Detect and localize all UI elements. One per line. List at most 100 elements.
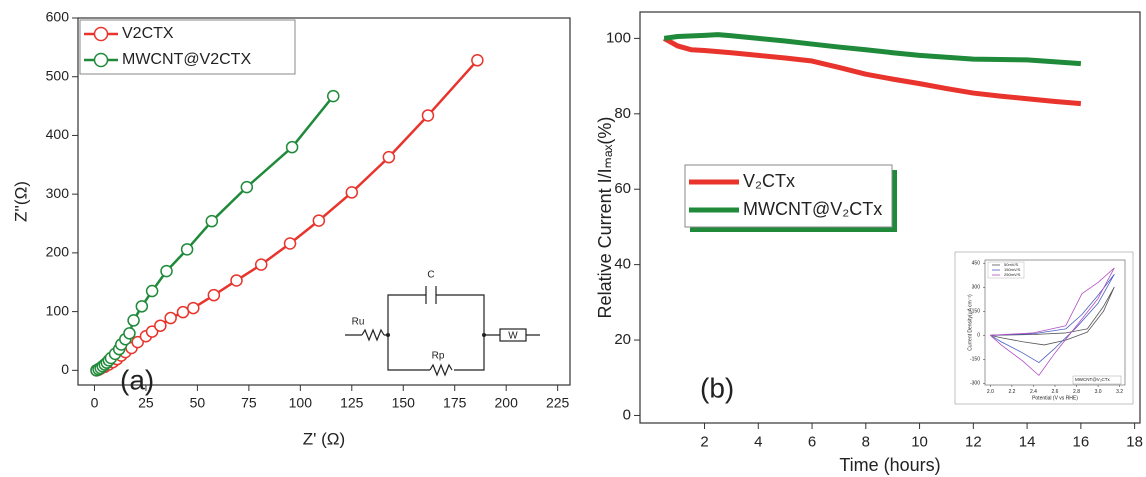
series-line [990, 286, 1115, 346]
x-tick-label: 150 [392, 394, 416, 410]
data-point [382, 150, 396, 164]
data-point [123, 327, 136, 340]
x-tick-label: 50 [190, 394, 206, 410]
legend-label: 150mV/S [1004, 267, 1021, 272]
data-point [327, 89, 340, 103]
x-tick-label: 4 [754, 433, 762, 450]
annotation: (a) [120, 364, 154, 395]
x-tick-label: 2 [700, 433, 708, 450]
legend-box [79, 19, 296, 75]
data-point [145, 284, 159, 298]
data-point [180, 243, 194, 256]
data-point [164, 311, 177, 325]
x-tick-label: 0 [91, 394, 99, 410]
data-point [254, 258, 268, 271]
data-point [240, 180, 254, 194]
x-tick-label: 75 [241, 394, 257, 410]
y-tick-label: 100 [606, 29, 631, 46]
data-point [160, 264, 173, 278]
chart: 0 25 50 75 100 125 150 175 200 225 0 100 200 300 400 50… [11, 9, 571, 448]
data-point [135, 300, 149, 313]
x-tick-label: 10 [911, 433, 928, 450]
y-tick-label: -150 [970, 357, 980, 363]
y-tick-label: 0 [623, 406, 631, 423]
legend-label: V₂CTx [743, 171, 795, 191]
x-tick-label: 16 [1073, 433, 1090, 450]
legend-box [684, 164, 893, 228]
annotation: (b) [700, 372, 734, 403]
plot-frame [639, 11, 1141, 424]
x-tick-label: 2.0 [987, 389, 994, 395]
data-point [283, 237, 297, 250]
y-tick-label: 200 [46, 244, 70, 260]
legend-marker [93, 52, 109, 68]
data-point [345, 186, 359, 199]
y-tick-label: 0 [61, 361, 69, 377]
x-tick-label: 8 [862, 433, 870, 450]
x-axis-label: Z' (Ω) [303, 429, 345, 448]
x-tick-label: 100 [289, 394, 313, 410]
series-line [990, 274, 1115, 363]
data-point [145, 325, 159, 338]
node [482, 333, 486, 337]
data-point [471, 54, 484, 67]
x-tick-label: 200 [495, 394, 519, 410]
y-tick-label: 400 [46, 126, 70, 142]
data-point [421, 109, 435, 122]
warburg-element [499, 328, 527, 342]
circuit-label: C [427, 270, 434, 281]
x-axis-label: Time (hours) [839, 455, 940, 475]
y-tick-label: 40 [614, 256, 631, 273]
y-tick-label: 600 [46, 9, 70, 25]
x-tick-label: 25 [138, 394, 154, 410]
y-tick-label: 150 [972, 309, 981, 315]
data-point [127, 314, 140, 327]
legend-label: V2CTX [122, 25, 174, 42]
y-axis-label: Current Density(µA cm⁻²) [967, 294, 973, 351]
series-line [96, 59, 479, 372]
x-tick-label: 2.4 [1030, 389, 1037, 395]
legend-box [987, 261, 1025, 279]
series-line [663, 32, 1082, 67]
x-tick-label: 2.8 [1073, 389, 1080, 395]
x-tick-label: 125 [340, 394, 364, 410]
x-tick-label: 2.2 [1008, 389, 1015, 395]
series-line [662, 36, 1082, 107]
x-tick-label: 3.0 [1095, 389, 1102, 395]
chart: 2.0 2.2 2.4 2.6 2.8 3.0 3.2 -300 -150 0 150 300 450 P… [954, 251, 1134, 405]
x-tick-label: 6 [808, 433, 816, 450]
x-tick-label: 14 [1019, 433, 1036, 450]
series-line [990, 267, 1115, 376]
data-point [285, 140, 299, 154]
x-tick-label: 12 [965, 433, 982, 450]
y-tick-label: 80 [614, 105, 631, 122]
y-axis-label: Z''(Ω) [11, 181, 30, 222]
circuit-label: W [508, 331, 518, 342]
plot-frame [77, 17, 571, 386]
circuit-label: Rp [432, 351, 445, 362]
legend-marker [93, 26, 109, 42]
data-point [131, 335, 144, 349]
resistor [429, 363, 453, 377]
x-tick-label: 175 [443, 394, 467, 410]
data-point [312, 214, 326, 227]
y-tick-label: 0 [977, 333, 980, 339]
circuit-label: Ru [352, 317, 365, 328]
y-tick-label: 500 [46, 67, 70, 83]
data-point [187, 301, 200, 315]
legend-label: 50mV/S [1004, 262, 1019, 267]
y-tick-label: 300 [972, 285, 981, 291]
data-point [176, 305, 190, 319]
y-tick-label: -300 [970, 381, 980, 387]
data-point [230, 274, 243, 287]
chart: 2 4 6 8 10 12 14 16 18 0 20 40 60 80 100 Time (hours) Re… [595, 11, 1143, 475]
legend-label: 250mV/S [1004, 272, 1021, 277]
circuit-diagram: Ru C Rp W [345, 270, 540, 377]
x-tick-label: 225 [546, 394, 570, 410]
y-axis-label: Relative Current I/Iₘₐₓ(%) [595, 117, 615, 319]
x-tick-label: 2.6 [1052, 389, 1059, 395]
data-point [154, 319, 167, 332]
y-tick-label: 450 [972, 261, 981, 267]
data-point [207, 288, 221, 302]
